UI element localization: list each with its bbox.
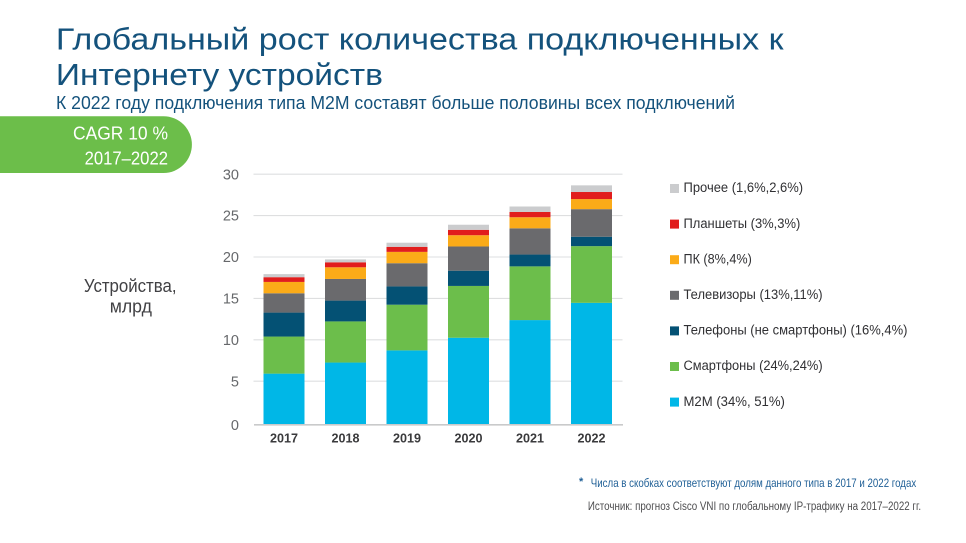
svg-text:30: 30 <box>223 167 239 183</box>
svg-text:Числа в скобках соответствуют: Числа в скобках соответствуют долям данн… <box>591 476 916 490</box>
svg-text:10: 10 <box>223 333 239 349</box>
svg-text:2018: 2018 <box>332 430 360 445</box>
svg-text:CAGR 10 %: CAGR 10 % <box>73 124 168 144</box>
svg-text:Телефоны (не смартфоны) (16%,4: Телефоны (не смартфоны) (16%,4%) <box>684 323 908 338</box>
svg-text:2021: 2021 <box>516 430 544 445</box>
svg-text:0: 0 <box>231 418 239 434</box>
svg-text:Телевизоры (13%,11%): Телевизоры (13%,11%) <box>684 287 823 302</box>
svg-text:Глобальный рост количества под: Глобальный рост количества подключенных … <box>56 21 784 56</box>
svg-text:2020: 2020 <box>455 430 483 445</box>
svg-text:15: 15 <box>223 292 239 308</box>
svg-text:5: 5 <box>231 374 239 390</box>
svg-text:2017: 2017 <box>270 430 298 445</box>
svg-text:20: 20 <box>223 250 239 266</box>
svg-text:Интернету устройств: Интернету устройств <box>56 57 383 92</box>
svg-text:2017–2022: 2017–2022 <box>85 148 168 168</box>
svg-text:Устройства,: Устройства, <box>84 275 177 296</box>
svg-text:2022: 2022 <box>578 430 606 445</box>
svg-text:К 2022 году подключения типа M: К 2022 году подключения типа M2M составя… <box>56 92 735 113</box>
svg-text:2019: 2019 <box>393 430 421 445</box>
svg-text:Смартфоны (24%,24%): Смартфоны (24%,24%) <box>684 358 823 373</box>
svg-text:M2M (34%, 51%): M2M (34%, 51%) <box>684 394 785 409</box>
svg-text:Источник: прогноз Cisco VNI по: Источник: прогноз Cisco VNI по глобально… <box>588 501 921 513</box>
svg-text:ПК (8%,4%): ПК (8%,4%) <box>684 251 752 266</box>
svg-text:Прочее (1,6%,2,6%): Прочее (1,6%,2,6%) <box>684 180 804 195</box>
svg-text:*: * <box>579 476 584 488</box>
svg-text:25: 25 <box>223 209 239 225</box>
svg-text:млрд: млрд <box>110 296 152 317</box>
svg-text:Планшеты (3%,3%): Планшеты (3%,3%) <box>684 216 801 231</box>
